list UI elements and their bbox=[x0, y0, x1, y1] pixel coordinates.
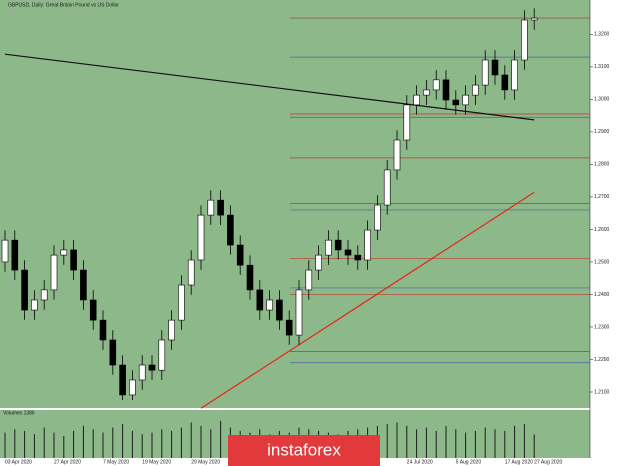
y-tick-label: 1.3100 bbox=[594, 64, 610, 70]
chart-title: GBPUSD, Daily: Great Britain Pound vs US… bbox=[8, 2, 119, 8]
y-tick-label: 1.2100 bbox=[594, 389, 610, 395]
candle-body bbox=[452, 99, 460, 106]
candle-body bbox=[21, 269, 28, 311]
trend-line bbox=[200, 191, 535, 409]
candle-body bbox=[80, 269, 87, 301]
x-tick-label: 24 Jul 2020 bbox=[407, 459, 433, 465]
candle-body bbox=[70, 249, 77, 271]
candle-body bbox=[11, 239, 19, 271]
candle-body bbox=[432, 79, 440, 91]
candle-body bbox=[138, 364, 146, 381]
x-tick-label: 19 May 2020 bbox=[142, 459, 171, 465]
candle-body bbox=[207, 199, 215, 216]
watermark-box bbox=[228, 435, 380, 466]
candle-body bbox=[276, 299, 283, 321]
candle-body bbox=[393, 139, 401, 171]
candle-body bbox=[315, 254, 322, 271]
candle-body bbox=[256, 289, 264, 311]
candle-body bbox=[178, 284, 185, 321]
x-tick-label: 29 May 2020 bbox=[191, 459, 220, 465]
x-tick-label: 7 May 2020 bbox=[103, 459, 129, 465]
y-tick-label: 1.2700 bbox=[594, 194, 610, 200]
candle-body bbox=[325, 239, 332, 256]
candle-body bbox=[60, 249, 68, 256]
y-tick-label: 1.2600 bbox=[594, 227, 610, 233]
candle-body bbox=[40, 289, 48, 301]
plot-area bbox=[0, 0, 590, 408]
candle-body bbox=[521, 19, 528, 61]
candle-body bbox=[197, 214, 205, 261]
candle-body bbox=[364, 229, 371, 261]
candle-body bbox=[119, 364, 126, 396]
candle-body bbox=[472, 84, 479, 96]
candle-body bbox=[236, 244, 244, 266]
volume-title: Volumes 1386 bbox=[3, 410, 35, 416]
candle-body bbox=[1, 239, 9, 263]
candle-body bbox=[246, 264, 254, 291]
candle-body bbox=[442, 79, 450, 101]
y-tick-label: 1.2300 bbox=[594, 324, 610, 330]
y-tick-label: 1.2500 bbox=[594, 259, 610, 265]
candle-body bbox=[89, 299, 97, 321]
candle-body bbox=[187, 259, 195, 286]
x-tick-label: 03 Apr 2020 bbox=[5, 459, 32, 465]
marks: 1.2100 1.2200 1.2300 1.2400 1.2500 1.2600 1.27… bbox=[1, 8, 610, 465]
candle-body bbox=[227, 214, 234, 246]
x-tick-label: 17 Aug 2020 bbox=[505, 459, 533, 465]
candle-body bbox=[217, 199, 224, 216]
candle-body bbox=[285, 319, 293, 336]
y-tick-label: 1.3000 bbox=[594, 97, 610, 103]
candle-body bbox=[530, 17, 538, 21]
y-tick-label: 1.2400 bbox=[594, 292, 610, 298]
candle-body bbox=[295, 289, 303, 336]
candle-body bbox=[158, 339, 166, 371]
candle-body bbox=[491, 59, 499, 76]
candle-body bbox=[305, 269, 313, 291]
candle-body bbox=[344, 249, 352, 256]
candle-body bbox=[374, 204, 381, 231]
x-tick-label: 5 Aug 2020 bbox=[456, 459, 482, 465]
x-tick-label: 27 Aug 2020 bbox=[534, 459, 562, 465]
candle-body bbox=[354, 254, 362, 261]
candle-body bbox=[511, 59, 518, 91]
candle-body bbox=[31, 299, 38, 311]
candle-body bbox=[99, 319, 107, 341]
candle-body bbox=[403, 104, 411, 141]
y-tick-label: 1.2800 bbox=[594, 162, 610, 168]
candle-body bbox=[462, 94, 469, 106]
candle-body bbox=[423, 89, 430, 96]
candle-body bbox=[413, 94, 420, 106]
candle-body bbox=[266, 299, 273, 311]
y-tick-label: 1.3200 bbox=[594, 32, 610, 38]
candle-body bbox=[334, 239, 342, 251]
candle-body bbox=[383, 169, 391, 206]
candle-body bbox=[50, 254, 58, 291]
candle-body bbox=[109, 339, 117, 366]
candle-body bbox=[501, 74, 509, 91]
x-tick-label: 27 Apr 2020 bbox=[54, 459, 81, 465]
candle-body bbox=[148, 364, 156, 371]
watermark: instaforex bbox=[267, 440, 341, 459]
y-tick-label: 1.2200 bbox=[594, 357, 610, 363]
candle-body bbox=[168, 319, 175, 341]
candle-body bbox=[481, 59, 489, 86]
candle-body bbox=[129, 379, 136, 396]
y-tick-label: 1.2900 bbox=[594, 129, 610, 135]
